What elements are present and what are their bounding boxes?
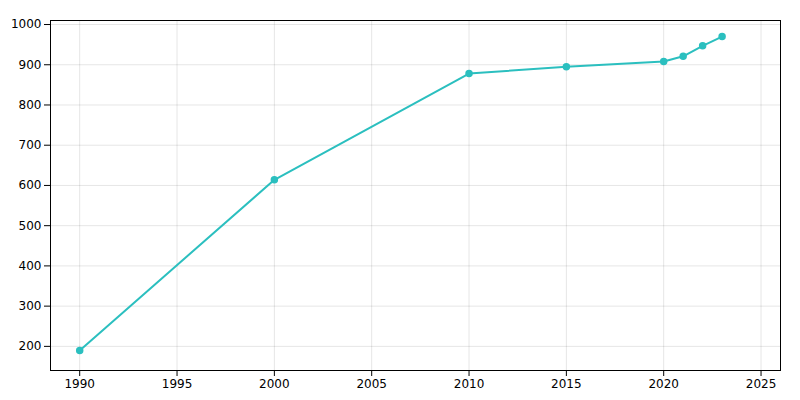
svg-text:2010: 2010 [454,377,485,391]
svg-text:2005: 2005 [356,377,387,391]
svg-text:2015: 2015 [551,377,582,391]
svg-text:200: 200 [19,339,42,353]
svg-text:500: 500 [19,219,42,233]
svg-text:400: 400 [19,259,42,273]
svg-text:2025: 2025 [746,377,777,391]
svg-text:1995: 1995 [162,377,193,391]
svg-text:1990: 1990 [64,377,95,391]
svg-text:600: 600 [19,178,42,192]
svg-text:800: 800 [19,98,42,112]
svg-text:900: 900 [19,58,42,72]
svg-text:700: 700 [19,138,42,152]
svg-text:1000: 1000 [11,17,42,31]
svg-text:300: 300 [19,299,42,313]
svg-text:2020: 2020 [648,377,679,391]
svg-text:2000: 2000 [259,377,290,391]
